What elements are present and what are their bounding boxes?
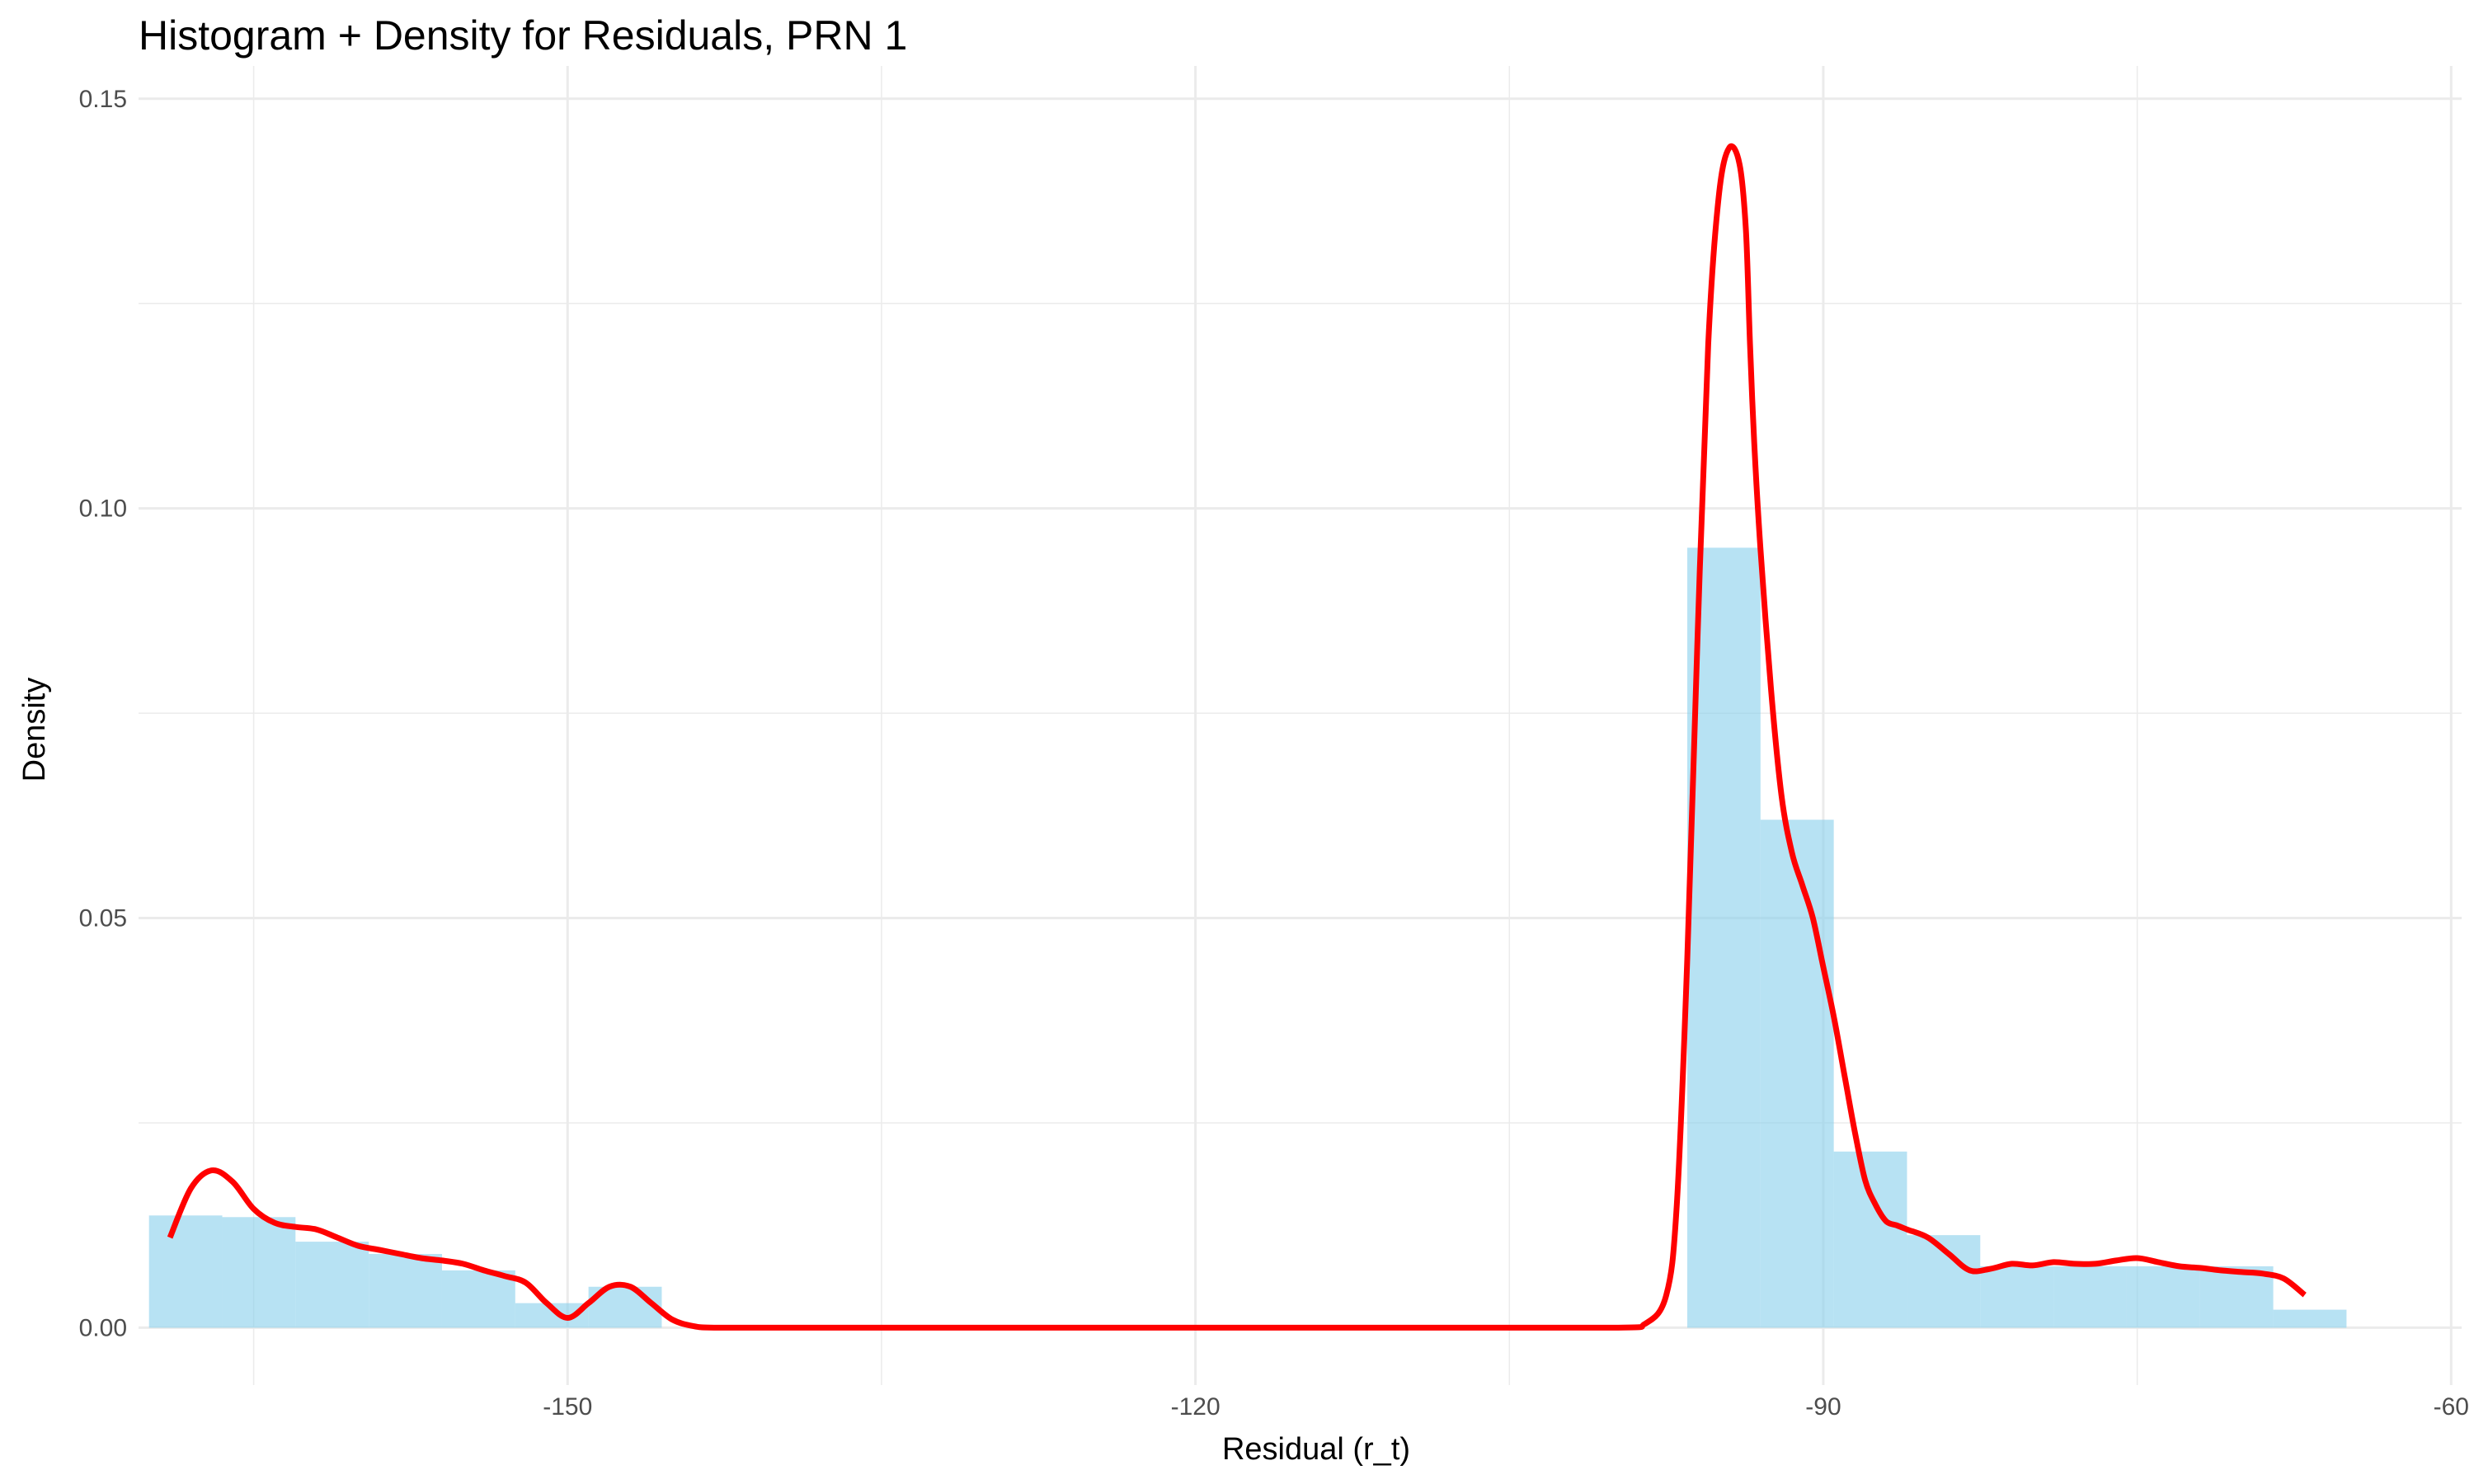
- density-line: [167, 143, 2307, 1331]
- histogram-bar-15: [2199, 1266, 2274, 1328]
- histogram-bar-16: [2273, 1309, 2347, 1328]
- grid: [139, 66, 2462, 1385]
- histogram-bar-8: [1687, 547, 1761, 1328]
- x-axis-title: Residual (r_t): [1222, 1432, 1410, 1467]
- histogram-bar-14: [2126, 1266, 2200, 1328]
- x-tick-label-0: -150: [543, 1393, 592, 1421]
- histogram-bar-1: [222, 1217, 296, 1328]
- histogram-bar-3: [369, 1253, 442, 1328]
- histogram-bars: [148, 547, 2347, 1328]
- histogram-bar-9: [1760, 819, 1834, 1328]
- y-tick-label-3: 0.15: [79, 86, 127, 113]
- chart-title: Histogram + Density for Residuals, PRN 1: [139, 12, 907, 59]
- x-tick-label-2: -90: [1805, 1393, 1841, 1421]
- histogram-bar-2: [295, 1242, 369, 1328]
- y-tick-label-1: 0.05: [79, 905, 127, 932]
- y-tick-label-0: 0.00: [79, 1314, 127, 1341]
- histogram-bar-13: [2053, 1266, 2127, 1328]
- axis-ticks: -150 -120 -90 -60 0.00 0.05 0.10 0.15: [79, 86, 2469, 1421]
- histogram-bar-0: [148, 1215, 223, 1328]
- y-tick-label-2: 0.10: [79, 495, 127, 523]
- histogram-bar-4: [441, 1270, 515, 1328]
- density-curve: [167, 143, 2307, 1331]
- histogram-bar-10: [1833, 1151, 1907, 1328]
- x-tick-label-1: -120: [1171, 1393, 1221, 1421]
- y-axis-title: Density: [17, 678, 52, 782]
- histogram-bar-12: [1980, 1266, 2054, 1328]
- x-tick-label-3: -60: [2434, 1393, 2469, 1421]
